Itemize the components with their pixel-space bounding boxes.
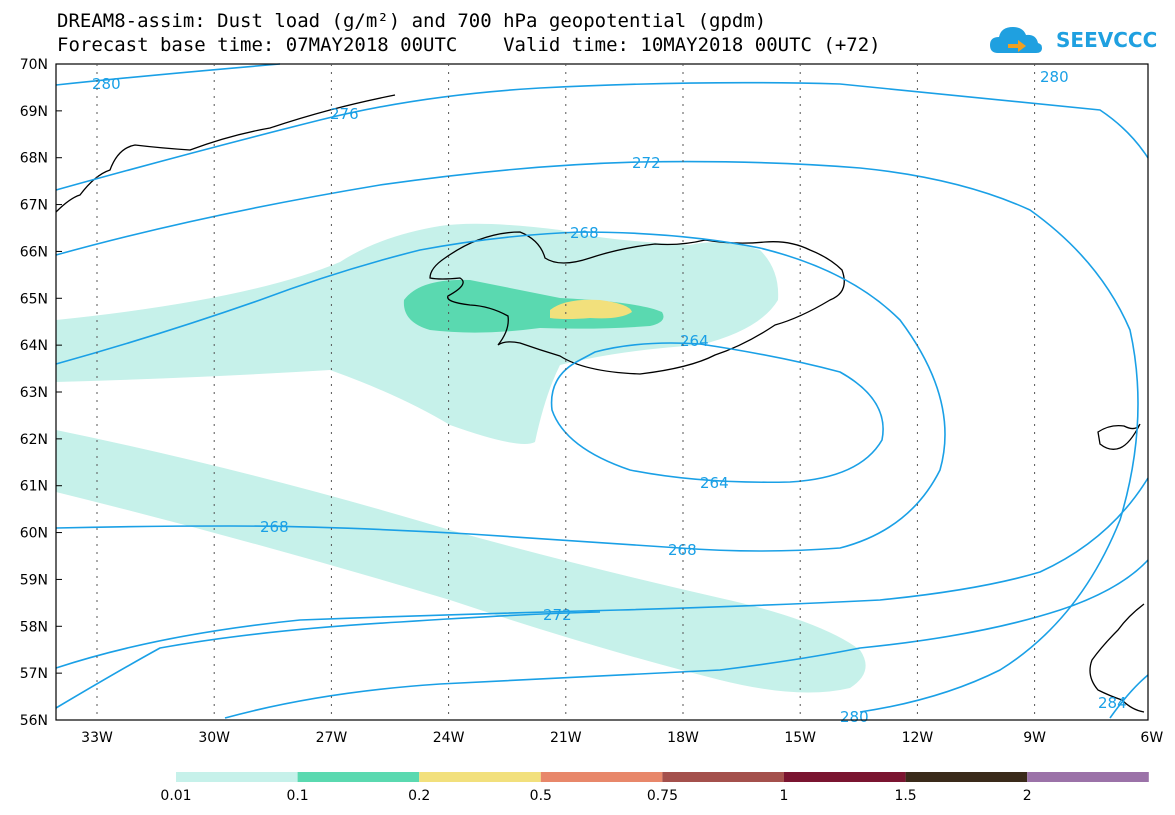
contour-label: 272 bbox=[543, 606, 572, 624]
latitude-label: 64N bbox=[20, 338, 48, 354]
colorbar-swatch bbox=[176, 772, 298, 782]
contour-280-nw bbox=[55, 63, 281, 86]
colorbar-label: 0.5 bbox=[530, 788, 552, 804]
colorbar-swatch bbox=[297, 772, 420, 782]
colorbar-swatch bbox=[784, 772, 906, 782]
dust-band-0-01-south bbox=[56, 430, 866, 693]
latitude-label: 57N bbox=[20, 666, 48, 682]
contour-label-group: 280 276 272 268 264 264 268 268 272 280 … bbox=[92, 68, 1127, 726]
greenland-coastline bbox=[55, 94, 396, 213]
contour-264 bbox=[550, 342, 884, 484]
latitude-label: 58N bbox=[20, 619, 48, 635]
contour-276-south bbox=[55, 611, 601, 709]
latitude-label: 69N bbox=[20, 104, 48, 120]
colorbar-label: 1.5 bbox=[894, 788, 916, 804]
longitude-label: 24W bbox=[433, 730, 465, 746]
colorbar-label: 0.1 bbox=[286, 788, 308, 804]
contour-label: 264 bbox=[700, 474, 729, 492]
map-title: DREAM8-assim: Dust load (g/m²) and 700 h… bbox=[57, 10, 767, 32]
contour-284 bbox=[1109, 674, 1149, 719]
dust-plume-0-01-north bbox=[56, 223, 779, 444]
latitude-label: 56N bbox=[20, 713, 48, 729]
latitude-label: 67N bbox=[20, 198, 48, 214]
longitude-label: 21W bbox=[550, 730, 582, 746]
colorbar-swatch bbox=[419, 772, 541, 782]
geopotential-contours bbox=[55, 63, 1149, 719]
contour-label: 284 bbox=[1098, 694, 1127, 712]
forecast-time-subtitle: Forecast base time: 07MAY2018 00UTC Vali… bbox=[57, 34, 881, 56]
longitude-label: 6W bbox=[1140, 730, 1163, 746]
longitude-label: 15W bbox=[784, 730, 816, 746]
faroe-coastline bbox=[1097, 423, 1141, 450]
latitude-label: 65N bbox=[20, 291, 48, 307]
latitude-label: 66N bbox=[20, 244, 48, 260]
latitude-label: 63N bbox=[20, 385, 48, 401]
contour-268 bbox=[55, 231, 946, 552]
seevccc-cloud-logo-icon bbox=[990, 27, 1042, 53]
contour-272-south bbox=[55, 477, 1149, 669]
longitude-label: 33W bbox=[81, 730, 113, 746]
latitude-label: 61N bbox=[20, 479, 48, 495]
latitude-labels: 70N 69N 68N 67N 66N 65N 64N 63N 62N 61N 60N 59N 58N 5… bbox=[20, 57, 62, 729]
contour-label: 268 bbox=[570, 224, 599, 242]
iceland-coastline bbox=[429, 231, 845, 375]
dust-core-0-1 bbox=[403, 279, 664, 333]
colorbar-label: 2 bbox=[1023, 788, 1032, 804]
longitude-label: 12W bbox=[902, 730, 934, 746]
longitude-label: 27W bbox=[316, 730, 348, 746]
longitude-label: 30W bbox=[198, 730, 230, 746]
colorbar-swatch bbox=[540, 772, 663, 782]
contour-280-south bbox=[224, 559, 1149, 719]
contour-label: 272 bbox=[632, 154, 661, 172]
colorbar-swatch bbox=[1027, 772, 1149, 782]
contour-label: 264 bbox=[680, 332, 709, 350]
latitude-label: 68N bbox=[20, 151, 48, 167]
latitude-label: 59N bbox=[20, 572, 48, 588]
longitude-labels: 33W 30W 27W 24W 21W 18W 15W 12W 9W 6W bbox=[81, 730, 1163, 746]
latitude-label: 62N bbox=[20, 432, 48, 448]
longitude-label: 18W bbox=[667, 730, 699, 746]
colorbar-label: 1 bbox=[780, 788, 789, 804]
longitude-label: 9W bbox=[1023, 730, 1046, 746]
logo-text: SEEVCCC bbox=[1056, 28, 1158, 52]
colorbar-label: 0.2 bbox=[408, 788, 430, 804]
contour-label: 268 bbox=[668, 541, 697, 559]
colorbar-label: 0.75 bbox=[647, 788, 678, 804]
latitude-label: 70N bbox=[20, 57, 48, 73]
contour-label: 280 bbox=[1040, 68, 1069, 86]
contour-label: 280 bbox=[92, 75, 121, 93]
colorbar-swatch bbox=[905, 772, 1028, 782]
contour-label: 280 bbox=[840, 708, 869, 726]
contour-label: 276 bbox=[330, 105, 359, 123]
graticule bbox=[96, 64, 1036, 720]
contour-label: 268 bbox=[260, 518, 289, 536]
colorbar-swatch bbox=[662, 772, 784, 782]
colorbar-label: 0.01 bbox=[160, 788, 191, 804]
contour-272 bbox=[55, 160, 1139, 713]
dust-load-layer bbox=[56, 223, 866, 693]
latitude-label: 60N bbox=[20, 526, 48, 542]
colorbar: 0.01 0.1 0.2 0.5 0.75 1 1.5 2 bbox=[160, 772, 1149, 804]
scotland-coastline bbox=[1089, 603, 1145, 713]
dust-core-0-2 bbox=[550, 299, 632, 319]
contour-276 bbox=[55, 81, 1149, 191]
coastline-layer bbox=[55, 94, 1145, 713]
